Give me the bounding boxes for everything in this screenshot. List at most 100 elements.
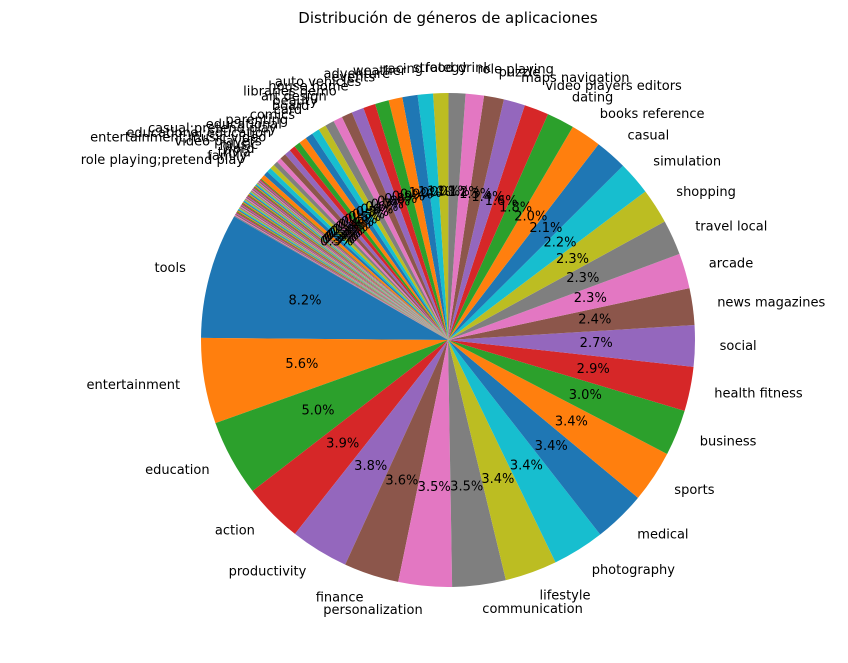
pie-slice <box>235 213 448 340</box>
category-label: auto vehicles <box>275 75 362 90</box>
pie-slice <box>252 188 448 340</box>
percent-label: 1.6% <box>485 194 518 209</box>
category-label: art design <box>261 89 327 104</box>
pie-slice <box>417 93 448 341</box>
pie-slice <box>254 185 448 340</box>
category-label: role playing <box>478 62 554 77</box>
category-label: lifestyle <box>540 588 591 603</box>
category-label: photography <box>592 563 676 578</box>
category-label: news magazines <box>717 296 825 311</box>
pie-slice <box>375 100 448 340</box>
category-label: trivia <box>218 146 251 161</box>
pie-slice <box>241 203 448 340</box>
pie-slice <box>312 129 448 340</box>
pie-slice <box>252 187 448 340</box>
percent-label: 0.4% <box>332 222 365 237</box>
category-label: comics <box>250 108 296 123</box>
pie-slice <box>448 221 680 340</box>
percent-label: 2.3% <box>566 271 599 286</box>
pie-slice <box>299 138 448 340</box>
percent-label: 3.0% <box>569 388 602 403</box>
pie-slice <box>235 213 448 340</box>
category-label: communication <box>482 602 583 617</box>
percent-label: 0.5% <box>352 208 385 223</box>
pie-slice <box>247 194 448 340</box>
percent-label: 2.3% <box>574 291 607 306</box>
pie-slice <box>250 191 448 340</box>
pie-slice <box>318 125 448 340</box>
category-label: video players editors <box>545 79 682 94</box>
percent-label: 8.2% <box>288 294 321 309</box>
pie-slice <box>244 199 448 340</box>
category-label: educational;education <box>126 126 271 141</box>
pie-slice <box>243 201 448 340</box>
category-label: libraries demo <box>243 85 337 100</box>
category-label: social <box>720 339 757 354</box>
pie-slice <box>240 205 448 340</box>
pie-slice <box>388 97 448 340</box>
category-label: shopping <box>676 185 736 200</box>
pie-slice <box>258 180 448 340</box>
percent-label: 0.6% <box>360 203 393 218</box>
percent-label: 0.5% <box>344 213 377 228</box>
category-label: dating <box>572 91 613 106</box>
pie-slice <box>238 208 448 340</box>
pie-slice <box>448 93 485 340</box>
pie-slice <box>234 214 448 340</box>
pie-slice <box>280 154 448 340</box>
pie-slice <box>261 175 448 340</box>
pie-slice <box>402 94 448 340</box>
pie-slice <box>448 253 690 340</box>
category-label: music <box>220 138 258 153</box>
percent-label: 3.4% <box>535 439 568 454</box>
percent-label: 0.3% <box>326 229 359 244</box>
pie-slice <box>250 190 448 340</box>
pie-slice <box>448 340 638 535</box>
category-label: maps navigation <box>521 71 629 86</box>
pie-slice <box>448 340 556 581</box>
category-label: arcade <box>709 256 753 271</box>
pie-slice <box>398 340 453 588</box>
category-label: casual <box>628 129 670 144</box>
category-label: entertainment <box>87 378 181 393</box>
percent-label: 3.9% <box>326 437 359 452</box>
category-labels: tools entertainment education action product… <box>81 61 826 618</box>
percent-label: 0.9% <box>392 190 425 205</box>
pie-slice <box>245 197 448 340</box>
pie-slice <box>240 204 448 340</box>
pie-slice <box>255 184 448 340</box>
percent-label: 0.7% <box>371 197 404 212</box>
percent-label: 0.3% <box>324 231 357 246</box>
pie-slice <box>448 144 624 340</box>
percent-label: 3.6% <box>385 473 418 488</box>
percent-label: 1.8% <box>499 201 532 216</box>
pie-slice <box>270 164 448 340</box>
percent-label: 2.2% <box>543 235 576 250</box>
pie-slice <box>448 288 695 340</box>
percent-label: 1.0% <box>427 184 460 199</box>
percent-label: 3.5% <box>450 480 483 495</box>
pie-slice <box>242 201 448 340</box>
pie-slice <box>448 340 506 587</box>
percent-label: 2.9% <box>577 362 610 377</box>
percent-label: 0.3% <box>322 233 355 248</box>
category-label: simulation <box>653 155 721 170</box>
percent-label: 5.6% <box>285 357 318 372</box>
pie-slice <box>448 105 548 340</box>
category-label: puzzle <box>499 66 541 81</box>
pie-slice <box>236 212 448 340</box>
category-label: card <box>274 103 302 118</box>
percent-label: 3.4% <box>555 415 588 430</box>
percent-label: 1.2% <box>448 185 481 200</box>
percent-label: 0.3% <box>328 227 361 242</box>
percent-label: 3.4% <box>481 472 514 487</box>
category-label: medical <box>637 527 688 542</box>
category-label: health fitness <box>714 387 803 402</box>
pie-slice <box>448 340 685 454</box>
percent-label: 0.3% <box>330 225 363 240</box>
pie-slice <box>259 180 448 340</box>
pie-slice <box>325 121 448 340</box>
pie-slice <box>236 211 448 340</box>
pie-slice <box>260 178 448 340</box>
percent-label: 1.4% <box>471 190 504 205</box>
